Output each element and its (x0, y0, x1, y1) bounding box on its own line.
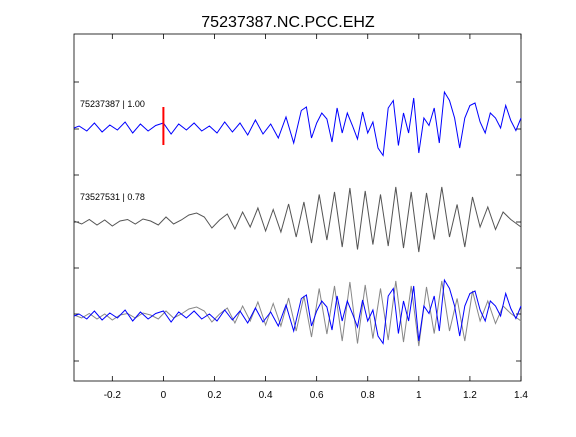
x-tick-label: 1 (416, 390, 422, 401)
plot-frame (73, 33, 522, 382)
trace-neighbor (73, 186, 522, 253)
trace-label-neighbor: 73527531 | 0.78 (80, 192, 145, 202)
x-tick-label: 0.4 (259, 390, 273, 401)
x-tick-label: 1.2 (463, 390, 477, 401)
x-tick-label: 0.8 (361, 390, 375, 401)
chart-title: 75237387.NC.PCC.EHZ (201, 14, 375, 31)
trace-label-master: 75237387 | 1.00 (80, 99, 145, 109)
traces (73, 90, 522, 347)
x-tick-label: 0.6 (310, 390, 324, 401)
x-tick-label: 1.4 (514, 390, 528, 401)
axis-ticks: -0.2 0 0.2 0.4 0.6 0.8 1 1.2 1.4 (74, 34, 528, 401)
x-tick-label: 0 (161, 390, 167, 401)
trace-master (73, 90, 522, 157)
x-tick-label: 0.2 (208, 390, 222, 401)
overlay-master-trace (73, 278, 522, 345)
x-tick-label: -0.2 (104, 390, 122, 401)
overlay-neighbor-trace (73, 280, 522, 347)
